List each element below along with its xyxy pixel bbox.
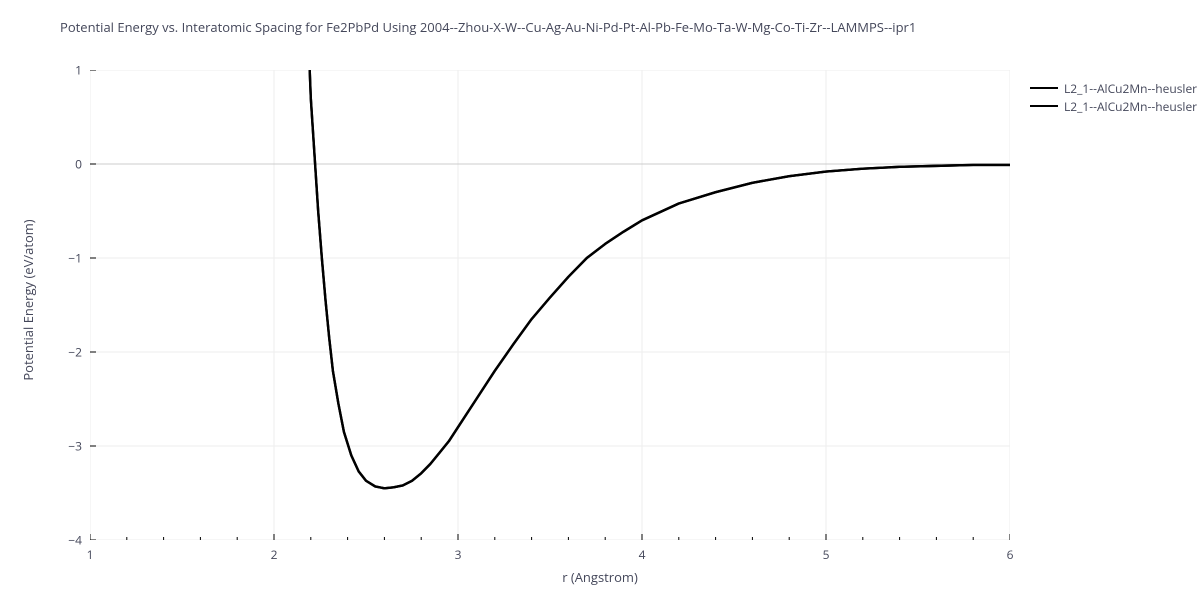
legend-label: L2_1--AlCu2Mn--heusler xyxy=(1064,80,1197,97)
chart-container: Potential Energy vs. Interatomic Spacing… xyxy=(0,0,1200,600)
legend-label: L2_1--AlCu2Mn--heusler xyxy=(1064,98,1197,115)
y-tick-label: −1 xyxy=(68,250,82,267)
y-tick-label: 0 xyxy=(75,156,82,173)
series-line-0[interactable] xyxy=(309,70,1010,488)
plot-svg xyxy=(90,70,1010,540)
legend: L2_1--AlCu2Mn--heuslerL2_1--AlCu2Mn--heu… xyxy=(1030,80,1197,116)
x-tick-label: 3 xyxy=(455,546,462,563)
y-tick-label: −3 xyxy=(68,438,82,455)
legend-item-1[interactable]: L2_1--AlCu2Mn--heusler xyxy=(1030,98,1197,114)
y-tick-label: −4 xyxy=(68,532,82,549)
legend-item-0[interactable]: L2_1--AlCu2Mn--heusler xyxy=(1030,80,1197,96)
x-axis-label: r (Angstrom) xyxy=(0,568,1200,586)
x-tick-label: 1 xyxy=(87,546,94,563)
y-axis-label: Potential Energy (eV/atom) xyxy=(19,219,37,380)
x-tick-label: 4 xyxy=(639,546,646,563)
x-tick-label: 2 xyxy=(271,546,278,563)
series-line-1[interactable] xyxy=(309,70,1010,488)
plot-area[interactable] xyxy=(90,70,1010,540)
legend-swatch xyxy=(1030,87,1058,89)
y-tick-label: −2 xyxy=(68,344,82,361)
x-tick-label: 5 xyxy=(823,546,830,563)
x-tick-label: 6 xyxy=(1007,546,1014,563)
chart-title: Potential Energy vs. Interatomic Spacing… xyxy=(60,18,916,36)
legend-swatch xyxy=(1030,105,1058,107)
y-tick-label: 1 xyxy=(75,62,82,79)
